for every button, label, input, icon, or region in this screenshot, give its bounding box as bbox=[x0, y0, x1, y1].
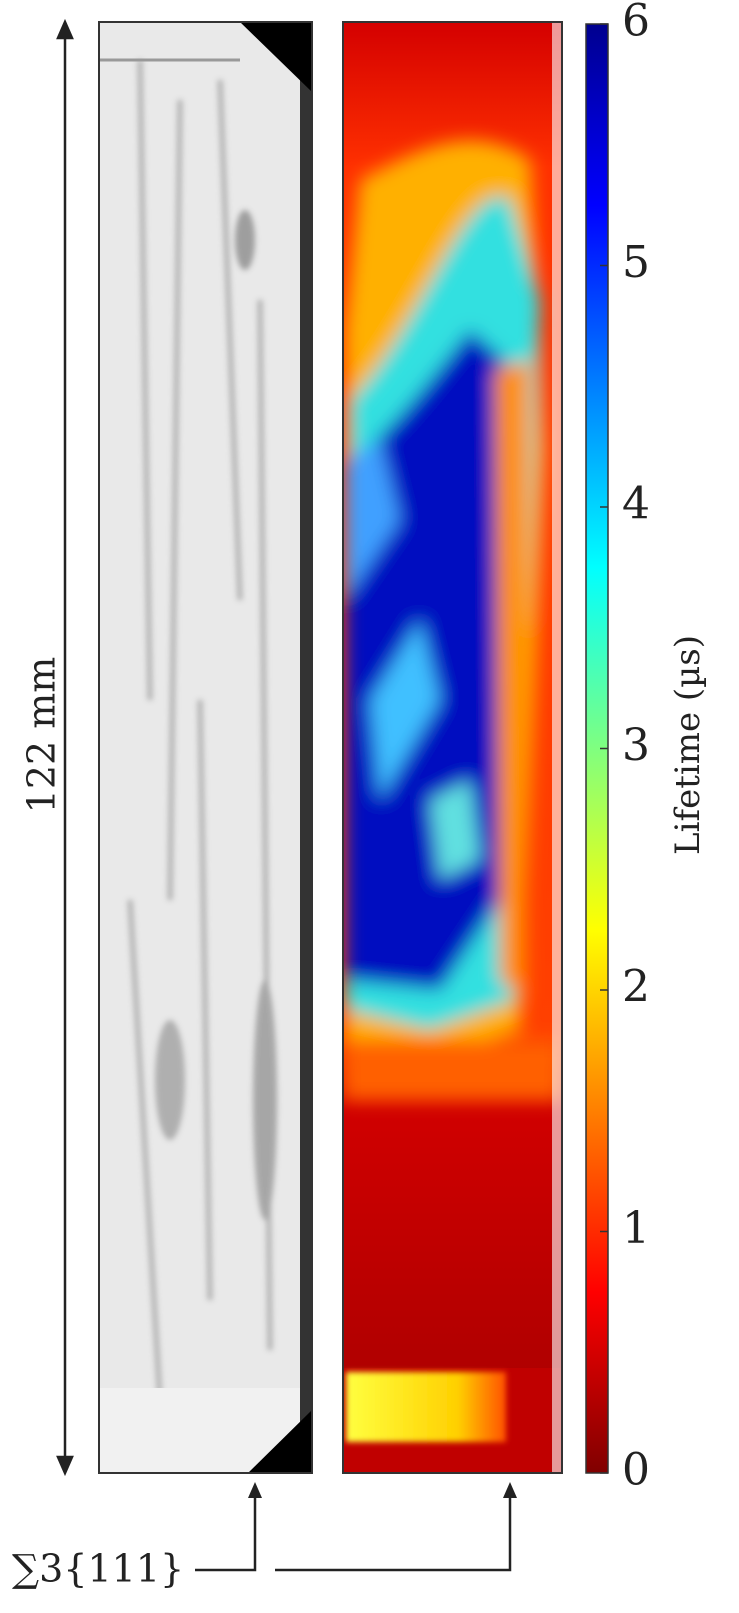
arrow-head bbox=[248, 1482, 262, 1498]
wafer-photo bbox=[99, 22, 312, 1473]
tick-label: 1 bbox=[622, 1203, 650, 1254]
annotation: ∑3{111} bbox=[12, 1547, 184, 1591]
map-frame bbox=[342, 21, 563, 1474]
photo-frame bbox=[98, 21, 313, 1474]
scale-label: 122 mm bbox=[20, 657, 64, 814]
tick-label: 4 bbox=[622, 479, 650, 530]
arrow-head bbox=[503, 1482, 517, 1498]
tick-label: 5 bbox=[622, 237, 650, 288]
tick-label: 6 bbox=[622, 0, 650, 47]
tick-label: 0 bbox=[622, 1445, 650, 1496]
tick-label: 3 bbox=[622, 720, 650, 771]
dimension-arrow bbox=[56, 18, 74, 1477]
colorbar-label: Lifetime (µs) bbox=[668, 635, 708, 855]
tick-label: 2 bbox=[622, 962, 650, 1013]
annotation-arrows bbox=[195, 1495, 512, 1572]
lifetime-map bbox=[343, 22, 562, 1473]
